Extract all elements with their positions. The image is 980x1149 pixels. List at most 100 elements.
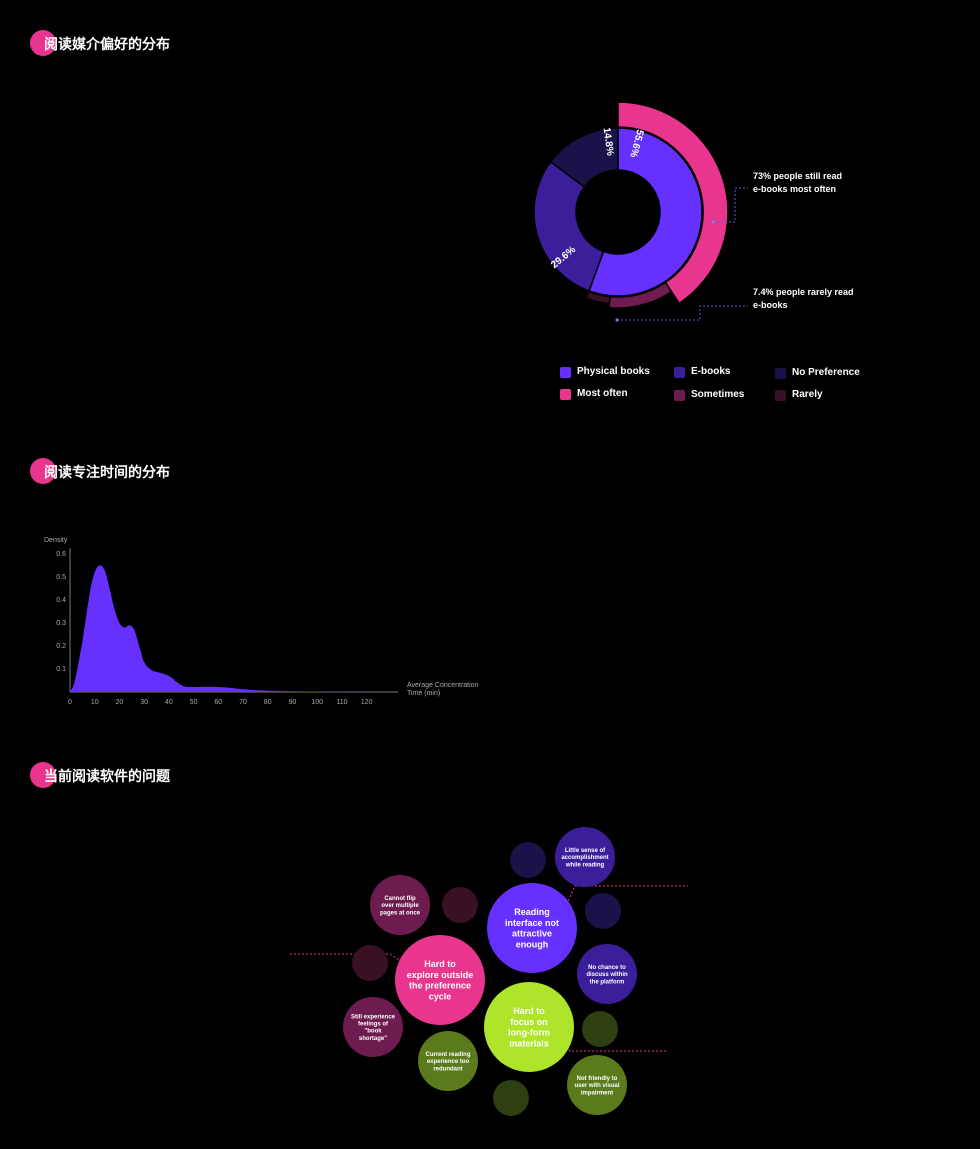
x-tick-label: 60 xyxy=(214,699,222,706)
problem-bubble-text: accomplishment xyxy=(561,855,608,861)
problem-bubble-text: discuss within xyxy=(586,972,628,978)
x-tick-label: 80 xyxy=(264,699,272,706)
decorative-bubble xyxy=(510,842,546,878)
legend-label: Sometimes xyxy=(691,389,745,400)
donut-inner-slice xyxy=(533,160,605,292)
problem-bubble-text: shortage" xyxy=(359,1036,387,1042)
problem-bubble-circle xyxy=(343,997,403,1057)
donut-legend: Physical books E-books No Preference Mos… xyxy=(560,366,880,406)
legend-label: Physical books xyxy=(577,366,650,377)
x-tick-label: 40 xyxy=(165,699,173,706)
x-tick-label: 90 xyxy=(289,699,297,706)
problem-bubble-circle xyxy=(567,1055,627,1115)
problem-bubble-text: focus on xyxy=(510,1017,548,1027)
problem-bubble-text: "book xyxy=(364,1029,382,1035)
title-dot-icon xyxy=(30,458,56,484)
x-tick-label: 30 xyxy=(140,699,148,706)
problem-bubble-text: experience too xyxy=(427,1059,470,1065)
problem-bubble-text: redundant xyxy=(433,1066,462,1072)
problem-bubble-circle xyxy=(484,982,574,1072)
title-dot-icon xyxy=(30,762,56,788)
legend-swatch xyxy=(674,390,685,401)
problem-bubble-circle xyxy=(395,935,485,1025)
legend-label: No Preference xyxy=(792,367,860,378)
problem-bubble-circle xyxy=(418,1031,478,1091)
donut-outer-slice xyxy=(617,101,729,305)
problem-bubble-text: Current reading xyxy=(425,1052,470,1058)
problem-bubble-text: over multiple xyxy=(381,903,419,909)
annotation-dot xyxy=(711,220,715,224)
y-tick-label: 0.2 xyxy=(56,643,66,650)
y-tick-label: 0.5 xyxy=(56,574,66,581)
decorative-bubble xyxy=(442,887,478,923)
x-tick-label: 20 xyxy=(116,699,124,706)
y-tick-label: 0.1 xyxy=(56,666,66,673)
problem-bubble-text: Still experience xyxy=(351,1014,396,1020)
density-area xyxy=(70,565,367,692)
problem-bubble-text: attractive xyxy=(512,929,552,939)
problem-bubble-text: explore outside xyxy=(407,970,474,980)
problem-bubble-text: materials xyxy=(509,1038,549,1048)
leader-line xyxy=(290,953,403,963)
problem-bubble-text: Cannot flip xyxy=(384,896,416,902)
y-axis-label: Density xyxy=(44,537,68,544)
decorative-bubble xyxy=(585,893,621,929)
x-tick-label: 120 xyxy=(361,699,373,706)
problem-bubble-text: Not friendly to xyxy=(577,1076,618,1082)
problem-bubble-text: No chance to xyxy=(588,965,626,971)
y-tick-label: 0.3 xyxy=(56,620,66,627)
problem-bubble-text: impairment xyxy=(581,1090,613,1096)
problem-bubble-text: the preference xyxy=(409,981,471,991)
problem-bubble: Still experience feelings of"bookshortage… xyxy=(343,997,403,1057)
x-tick-label: 0 xyxy=(68,699,72,706)
x-axis-label: Average Concentration xyxy=(407,682,479,689)
section-title-text: 阅读媒介偏好的分布 xyxy=(44,37,170,53)
problem-bubble-text: user with visual xyxy=(574,1083,619,1089)
problem-bubble-text: enough xyxy=(516,939,549,949)
problem-bubble-text: pages at once xyxy=(380,910,421,916)
x-tick-label: 10 xyxy=(91,699,99,706)
donut-inner-slice xyxy=(588,127,703,297)
problem-bubble-text: while reading xyxy=(565,862,605,868)
annotation-text: 73% people still read xyxy=(753,171,842,181)
donut-outer-slice xyxy=(585,290,611,305)
problem-bubble-text: cycle xyxy=(429,991,452,1001)
section-title-text: 阅读专注时间的分布 xyxy=(44,465,170,481)
legend-swatch xyxy=(775,368,786,379)
y-tick-label: 0.4 xyxy=(56,597,66,604)
concentration-density-chart: 0 10 20 30 40 50 60 70 80 90 100 110 120 0.1 0.2 0.3 0.4… xyxy=(44,537,479,706)
problem-bubble-circle xyxy=(577,944,637,1004)
leader-line xyxy=(564,885,688,909)
problem-bubble-text: Hard to xyxy=(424,959,456,969)
problem-bubble-circle xyxy=(555,827,615,887)
annotation-leader xyxy=(617,305,748,321)
legend-swatch xyxy=(674,367,685,378)
x-tick-label: 110 xyxy=(336,699,347,706)
problem-bubble-text: Hard to xyxy=(513,1006,545,1016)
problem-bubble-circle xyxy=(370,875,430,935)
problem-bubble-text: feelings of xyxy=(358,1022,389,1028)
annotation-text: 7.4% people rarely read xyxy=(753,287,854,297)
legend-swatch xyxy=(560,389,571,400)
title-dot-icon xyxy=(30,30,56,56)
annotation-text: e-books most often xyxy=(753,184,836,194)
problem-bubble-text: long-form xyxy=(508,1028,550,1038)
legend-label: E-books xyxy=(691,366,731,377)
legend-swatch xyxy=(775,390,786,401)
media-preference-donut-chart: 55.6%29.6%14.8%73% people still reade-bo… xyxy=(533,101,854,322)
annotation-dot xyxy=(615,318,619,322)
donut-value-label: 14.8% xyxy=(601,127,616,157)
decorative-bubble xyxy=(352,945,388,981)
legend-swatch xyxy=(560,367,571,378)
decorative-bubble xyxy=(493,1080,529,1116)
x-tick-label: 100 xyxy=(311,699,323,706)
section-title-text: 当前阅读软件的问题 xyxy=(44,769,170,785)
problem-bubble-text: the platform xyxy=(590,979,625,985)
